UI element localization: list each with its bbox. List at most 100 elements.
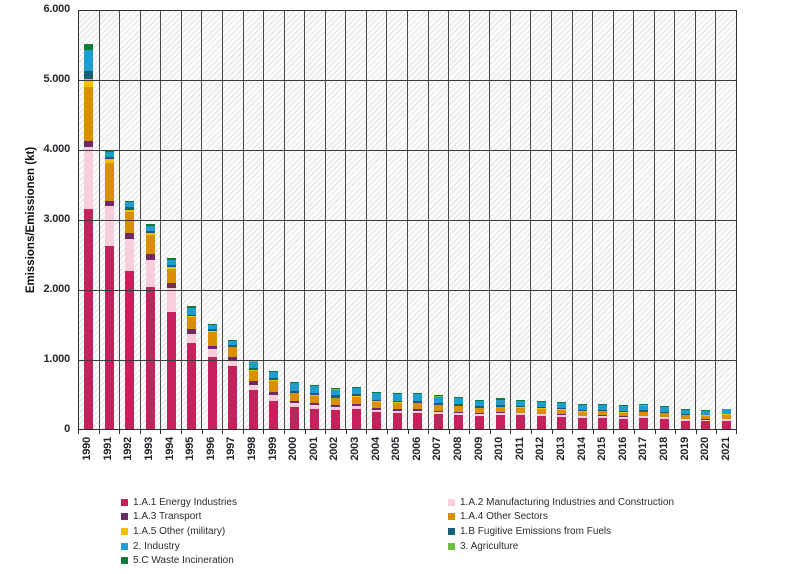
bar-segment [639,404,649,406]
x-tick-label: 2009 [472,437,485,461]
gridline-2000 [79,289,736,291]
bar-segment [577,416,587,419]
stacked-bar-2013 [557,401,567,429]
bar-segment [207,330,217,332]
bar-segment [166,264,176,267]
bar-segment [516,415,526,429]
bar-segment [289,381,299,383]
bar-segment [145,286,155,429]
legend-label: 1.A.5 Other (military) [133,525,226,537]
bar-segment [639,411,649,416]
bar-segment [228,361,238,366]
bar-segment [474,416,484,429]
bar-segment [248,360,258,362]
bar-segment [454,397,464,404]
bar-segment [289,392,299,402]
bar-segment [372,401,382,409]
bar-segment [495,406,505,413]
legend-item: 1.A.2 Manufacturing Industries and Const… [448,495,674,510]
bar-segment [166,269,176,284]
legend-swatch [121,498,128,506]
legend-swatch [448,527,455,535]
bar-segment [84,146,94,210]
bar-segment [228,347,238,358]
bar-segment [577,418,587,429]
stacked-bar-2002 [331,388,341,429]
plot-area [78,10,737,430]
bar-segment [392,402,402,410]
gridline-1000 [79,359,736,361]
stacked-bar-2007 [433,395,443,429]
gridline-3000 [79,219,736,221]
bar-segment [598,417,608,429]
bar-segment [618,418,628,429]
bar-segment [310,392,320,396]
legend-label: 2. Industry [133,540,180,552]
stacked-bar-2021 [721,408,731,429]
bar-segment [351,394,361,397]
bar-segment [495,415,505,429]
bar-segment [454,411,464,413]
bar-segment [660,411,670,413]
bar-segment [84,49,94,71]
stacked-bar-2003 [351,386,361,429]
bar-segment [413,410,423,413]
bar-segment [516,412,526,414]
bar-segment [166,258,176,260]
bar-segment [207,324,217,329]
bar-segment [618,411,628,413]
bar-segment [660,419,670,429]
bar-segment [413,412,423,429]
stacked-bar-2005 [392,392,402,429]
bar-segment [248,370,258,382]
bar-segment [701,410,711,411]
x-tick-label: 2004 [369,437,382,461]
bar-segment [187,315,197,318]
bar-segment [557,414,567,415]
bar-segment [474,408,484,414]
x-tick [634,430,636,434]
bar-segment [433,414,443,429]
legend-column-left: 1.A.1 Energy Industries 1.A.3 Transport 1.… [121,495,237,568]
bar-segment [145,254,155,261]
x-tick [675,430,677,434]
bar-segment [536,414,546,417]
x-tick [263,430,265,434]
x-tick [613,430,615,434]
bar-segment [145,225,155,232]
stacked-bar-1998 [248,360,258,429]
stacked-bar-1997 [228,340,238,429]
x-tick [222,430,224,434]
legend-item: 1.A.5 Other (military) [121,524,237,539]
x-tick-label: 2003 [349,437,362,461]
stacked-bar-1992 [125,201,135,429]
bar-segment [269,401,279,429]
bar-segment [680,415,690,419]
bar-segment [701,410,711,415]
bar-segment [104,162,114,202]
bar-segment [474,414,484,417]
bar-segment [392,412,402,429]
bar-segment [392,392,402,394]
bar-segment [351,409,361,429]
bar-segment [474,400,484,401]
bar-segment [104,206,114,246]
bar-segment [639,416,649,419]
bar-segment [577,415,587,417]
legend-label: 1.A.1 Energy Industries [133,496,237,508]
bar-segment [289,403,299,407]
x-tick [572,430,574,434]
bar-segment [125,238,135,271]
bar-segment [701,419,711,422]
x-tick-label: 1994 [163,437,176,461]
legend-item: 2. Industry [121,539,237,554]
bar-segment [351,396,361,404]
bar-segment [104,156,114,159]
x-tick [78,430,79,434]
bar-segment [639,418,649,429]
legend-item: 3. Agriculture [448,539,674,554]
stacked-bar-2014 [577,404,587,429]
bar-segment [187,306,197,309]
x-tick [654,430,656,434]
bar-segment [454,396,464,398]
